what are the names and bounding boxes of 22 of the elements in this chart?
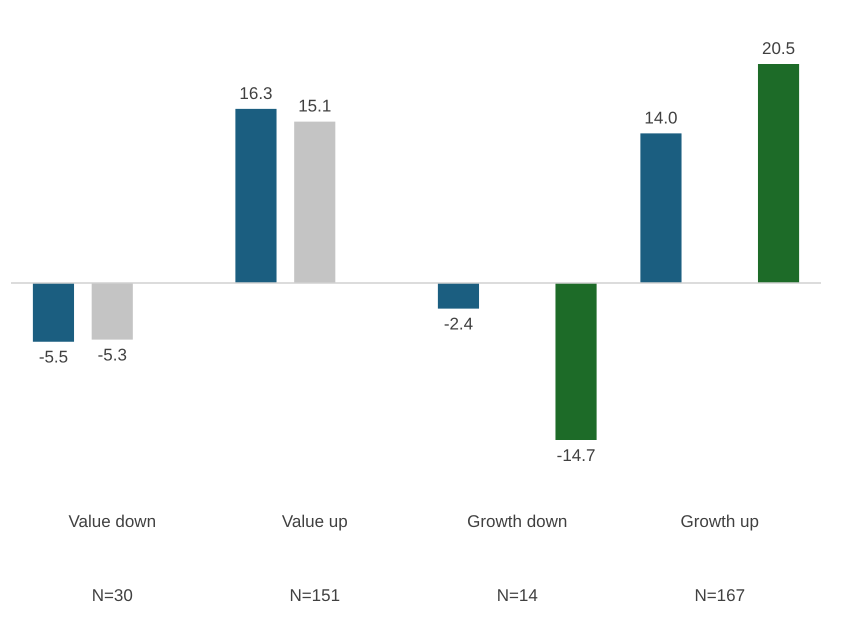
text: N=14 xyxy=(496,586,538,605)
data-label: 20.5 xyxy=(762,39,796,58)
bar xyxy=(235,108,277,283)
bar xyxy=(32,282,74,342)
data-label: -14.7 xyxy=(556,446,596,465)
data-label: 15.1 xyxy=(298,96,332,116)
text: N=30 xyxy=(92,586,133,605)
data-label: -5.3 xyxy=(98,346,127,365)
data-label: 14.0 xyxy=(644,108,678,128)
bar xyxy=(555,282,597,440)
bar xyxy=(438,282,480,309)
x-tick-label: Value up xyxy=(282,512,348,531)
x-tick-label: Value down xyxy=(68,512,156,531)
x-tick-label: Growth down xyxy=(467,512,568,531)
text: N=167 xyxy=(694,586,746,605)
x-tick-label: Growth up xyxy=(680,512,759,531)
data-label: -5.5 xyxy=(38,348,68,367)
bar xyxy=(758,64,800,283)
bar xyxy=(640,133,682,283)
text: N=151 xyxy=(289,586,340,605)
data-label: 16.3 xyxy=(239,84,273,103)
data-label: -2.4 xyxy=(444,314,474,334)
